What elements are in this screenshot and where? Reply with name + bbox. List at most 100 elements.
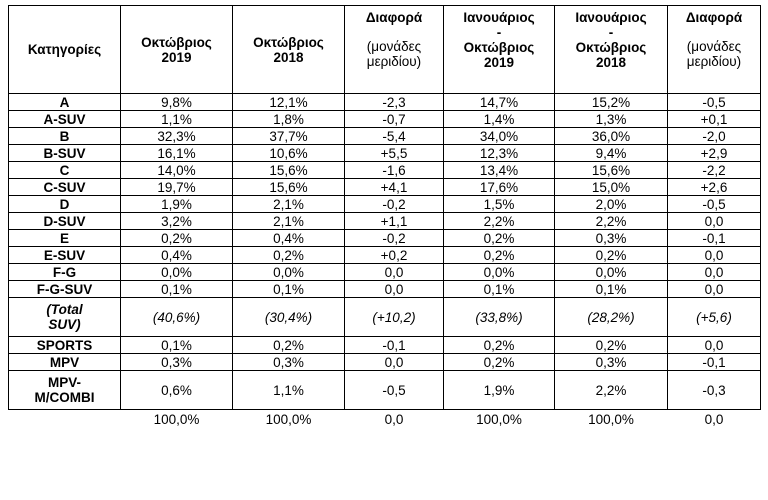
table-row: D 1,9% 2,1% -0,2 1,5% 2,0% -0,5 xyxy=(8,195,761,213)
cell-diff-month: (+10,2) xyxy=(344,297,444,337)
cell-oct-2019: 1,1% xyxy=(120,110,233,128)
cell-oct-2018: 2,1% xyxy=(232,212,345,230)
header-ytd-2019-from: Ιανουάριος xyxy=(463,10,535,25)
header-diff-month-units-l2: μεριδίου) xyxy=(366,54,422,69)
cell-diff-month: +1,1 xyxy=(344,212,444,230)
table-row: F-G-SUV 0,1% 0,1% 0,0 0,1% 0,1% 0,0 xyxy=(8,280,761,298)
cell-ytd-2018: 2,0% xyxy=(554,195,668,213)
cell-diff-ytd: +2,9 xyxy=(667,144,761,162)
row-category: D xyxy=(8,195,121,213)
table-row: A 9,8% 12,1% -2,3 14,7% 15,2% -0,5 xyxy=(8,93,761,111)
cell-ytd-2019: 0,2% xyxy=(443,246,555,264)
header-oct-2018-month: Οκτώβριος xyxy=(253,34,324,50)
cell-oct-2018: 15,6% xyxy=(232,178,345,196)
cell-ytd-2018: 0,3% xyxy=(554,229,668,247)
cell-oct-2018: (30,4%) xyxy=(232,297,345,337)
header-diff-ytd: Διαφορά (μονάδες μεριδίου) xyxy=(667,5,761,94)
cell-ytd-2019: 2,2% xyxy=(443,212,555,230)
row-category-line-1: (Total xyxy=(46,302,83,317)
total-ytd-2019: 100,0% xyxy=(476,411,522,427)
cell-ytd-2018: 0,2% xyxy=(554,246,668,264)
cell-ytd-2019: 0,2% xyxy=(443,229,555,247)
header-ytd-2019-to: Οκτώβριος xyxy=(463,40,535,55)
cell-ytd-2019: 0,2% xyxy=(443,336,555,354)
cell-oct-2019: (40,6%) xyxy=(120,297,233,337)
row-category: B-SUV xyxy=(8,144,121,162)
cell-oct-2018: 1,8% xyxy=(232,110,345,128)
header-oct-2018-year: 2018 xyxy=(273,49,304,65)
cell-diff-ytd: -2,0 xyxy=(667,127,761,145)
cell-oct-2018: 37,7% xyxy=(232,127,345,145)
cell-oct-2019: 0,0% xyxy=(120,263,233,281)
cell-diff-month: +5,5 xyxy=(344,144,444,162)
row-category-line-2: M/COMBI xyxy=(34,390,95,405)
header-oct-2019-month: Οκτώβριος xyxy=(141,34,212,50)
cell-oct-2019: 0,1% xyxy=(120,336,233,354)
header-diff-ytd-title: Διαφορά xyxy=(685,10,743,25)
cell-diff-ytd: 0,0 xyxy=(667,246,761,264)
cell-diff-ytd: -0,3 xyxy=(667,370,761,410)
table-row: A-SUV 1,1% 1,8% -0,7 1,4% 1,3% +0,1 xyxy=(8,110,761,128)
cell-oct-2018: 0,4% xyxy=(232,229,345,247)
cell-diff-month: -0,2 xyxy=(344,195,444,213)
cell-diff-ytd: 0,0 xyxy=(667,212,761,230)
table-row: B 32,3% 37,7% -5,4 34,0% 36,0% -2,0 xyxy=(8,127,761,145)
cell-ytd-2019: 14,7% xyxy=(443,93,555,111)
cell-diff-month: -5,4 xyxy=(344,127,444,145)
cell-ytd-2019: 0,1% xyxy=(443,280,555,298)
row-category: MPV- M/COMBI xyxy=(8,370,121,410)
cell-diff-month: -0,5 xyxy=(344,370,444,410)
cell-diff-month: 0,0 xyxy=(344,353,444,371)
row-category-line-1: MPV- xyxy=(47,375,81,390)
cell-oct-2018: 0,1% xyxy=(232,280,345,298)
table-row: E-SUV 0,4% 0,2% +0,2 0,2% 0,2% 0,0 xyxy=(8,246,761,264)
cell-ytd-2019: 1,5% xyxy=(443,195,555,213)
header-ytd-2018-dash: - xyxy=(608,25,614,40)
total-oct-2018: 100,0% xyxy=(265,411,312,427)
table-row: B-SUV 16,1% 10,6% +5,5 12,3% 9,4% +2,9 xyxy=(8,144,761,162)
table-row-total-suv: (Total SUV) (40,6%) (30,4%) (+10,2) (33,… xyxy=(8,297,761,337)
total-ytd-2018: 100,0% xyxy=(588,411,634,427)
cell-diff-ytd: 0,0 xyxy=(667,336,761,354)
cell-diff-ytd: 0,0 xyxy=(667,263,761,281)
cell-ytd-2018: 9,4% xyxy=(554,144,668,162)
cell-oct-2018: 12,1% xyxy=(232,93,345,111)
header-oct-2019-year: 2019 xyxy=(161,49,192,65)
row-category: D-SUV xyxy=(8,212,121,230)
header-ytd-2018-to: Οκτώβριος xyxy=(575,40,647,55)
row-category: C-SUV xyxy=(8,178,121,196)
header-row: Κατηγορίες Οκτώβριος 2019 Οκτώβριος 2018… xyxy=(8,5,761,94)
total-oct-2019: 100,0% xyxy=(153,411,200,427)
cell-ytd-2019: 17,6% xyxy=(443,178,555,196)
cell-oct-2019: 9,8% xyxy=(120,93,233,111)
cell-ytd-2018: 0,3% xyxy=(554,353,668,371)
cell-diff-ytd: -0,1 xyxy=(667,229,761,247)
header-diff-month-units-l1: (μονάδες xyxy=(366,39,422,54)
cell-ytd-2019: 1,4% xyxy=(443,110,555,128)
cell-ytd-2018: 15,6% xyxy=(554,161,668,179)
cell-diff-month: 0,0 xyxy=(344,263,444,281)
cell-diff-month: -2,3 xyxy=(344,93,444,111)
cell-diff-ytd: +0,1 xyxy=(667,110,761,128)
cell-diff-month: -0,1 xyxy=(344,336,444,354)
header-diff-ytd-units-l1: (μονάδες xyxy=(686,39,742,54)
cell-oct-2019: 32,3% xyxy=(120,127,233,145)
cell-oct-2018: 2,1% xyxy=(232,195,345,213)
cell-oct-2018: 10,6% xyxy=(232,144,345,162)
cell-diff-month: +4,1 xyxy=(344,178,444,196)
total-diff-month: 0,0 xyxy=(384,411,404,427)
row-category-line-2: SUV) xyxy=(48,317,81,332)
cell-diff-ytd: +2,6 xyxy=(667,178,761,196)
row-category: E xyxy=(8,229,121,247)
cell-diff-month: 0,0 xyxy=(344,280,444,298)
cell-diff-ytd: (+5,6) xyxy=(667,297,761,337)
header-ytd-2018-from: Ιανουάριος xyxy=(575,10,647,25)
row-category: F-G-SUV xyxy=(8,280,121,298)
row-category: F-G xyxy=(8,263,121,281)
row-category: A xyxy=(8,93,121,111)
header-ytd-2019: Ιανουάριος - Οκτώβριος 2019 xyxy=(443,5,555,94)
cell-oct-2019: 0,1% xyxy=(120,280,233,298)
cell-oct-2019: 0,6% xyxy=(120,370,233,410)
header-diff-month: Διαφορά (μονάδες μεριδίου) xyxy=(344,5,444,94)
cell-oct-2019: 0,4% xyxy=(120,246,233,264)
